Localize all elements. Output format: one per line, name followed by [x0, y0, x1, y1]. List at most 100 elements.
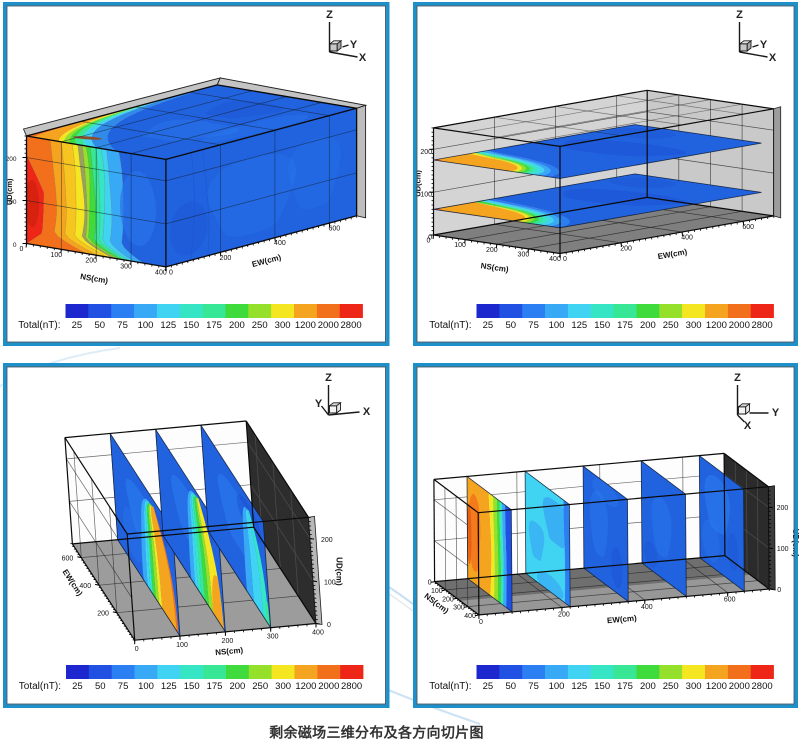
svg-text:25: 25	[72, 681, 83, 692]
svg-text:Z: Z	[736, 9, 743, 21]
svg-text:300: 300	[686, 681, 702, 692]
svg-text:Y: Y	[760, 39, 768, 51]
svg-text:UD(cm): UD(cm)	[5, 178, 14, 205]
svg-text:25: 25	[483, 320, 494, 331]
svg-text:75: 75	[528, 681, 539, 692]
svg-text:0: 0	[428, 580, 432, 587]
svg-text:200: 200	[486, 247, 498, 254]
svg-text:Total(nT):: Total(nT):	[18, 320, 60, 331]
svg-text:250: 250	[252, 320, 268, 331]
svg-text:2000: 2000	[318, 681, 339, 692]
svg-text:100: 100	[454, 242, 466, 249]
svg-text:150: 150	[594, 320, 610, 331]
svg-text:300: 300	[453, 605, 465, 612]
svg-text:2000: 2000	[729, 320, 750, 331]
svg-text:100: 100	[420, 192, 432, 199]
svg-text:125: 125	[571, 681, 587, 692]
svg-text:150: 150	[183, 320, 199, 331]
svg-text:300: 300	[267, 634, 279, 641]
svg-text:EW(cm): EW(cm)	[607, 614, 638, 626]
svg-text:100: 100	[549, 681, 565, 692]
svg-text:200: 200	[6, 156, 17, 163]
svg-text:175: 175	[206, 320, 222, 331]
svg-text:200: 200	[620, 245, 632, 252]
svg-text:125: 125	[161, 681, 177, 692]
svg-text:200: 200	[640, 681, 656, 692]
svg-text:200: 200	[229, 681, 245, 692]
svg-text:400: 400	[549, 256, 561, 263]
svg-text:2800: 2800	[341, 681, 362, 692]
svg-text:X: X	[744, 420, 752, 432]
svg-text:2000: 2000	[318, 320, 339, 331]
svg-text:X: X	[359, 52, 367, 64]
svg-text:0: 0	[327, 622, 331, 629]
svg-text:Y: Y	[772, 407, 780, 419]
svg-text:600: 600	[62, 556, 74, 563]
svg-text:X: X	[363, 406, 371, 418]
svg-text:Total(nT):: Total(nT):	[429, 320, 471, 331]
svg-text:250: 250	[252, 681, 268, 692]
svg-text:400: 400	[79, 583, 91, 590]
svg-text:Z: Z	[734, 372, 741, 384]
svg-text:NS(cm): NS(cm)	[215, 646, 244, 658]
svg-text:175: 175	[617, 681, 633, 692]
svg-text:0: 0	[13, 242, 17, 249]
svg-text:2800: 2800	[752, 681, 773, 692]
svg-text:400: 400	[312, 630, 324, 637]
svg-text:0: 0	[20, 246, 24, 253]
svg-text:100: 100	[6, 199, 17, 206]
svg-text:200: 200	[442, 596, 454, 603]
svg-text:600: 600	[328, 226, 340, 233]
svg-text:75: 75	[528, 320, 539, 331]
svg-text:200: 200	[85, 258, 97, 265]
svg-text:UD(cm): UD(cm)	[414, 170, 423, 197]
svg-text:125: 125	[160, 320, 176, 331]
svg-text:75: 75	[118, 681, 129, 692]
svg-text:400: 400	[155, 269, 167, 276]
svg-text:Total(nT):: Total(nT):	[19, 681, 61, 692]
svg-text:125: 125	[571, 320, 587, 331]
svg-text:Z: Z	[325, 372, 332, 384]
svg-text:Y: Y	[350, 39, 358, 51]
svg-text:0: 0	[479, 619, 483, 626]
svg-text:250: 250	[663, 681, 679, 692]
svg-text:25: 25	[72, 320, 83, 331]
svg-text:50: 50	[506, 681, 517, 692]
svg-text:600: 600	[742, 224, 754, 231]
svg-text:25: 25	[483, 681, 494, 692]
svg-text:100: 100	[549, 320, 565, 331]
svg-text:600: 600	[724, 597, 736, 604]
svg-text:100: 100	[777, 546, 789, 553]
svg-text:Y: Y	[315, 398, 323, 410]
svg-text:75: 75	[117, 320, 128, 331]
svg-text:100: 100	[50, 252, 62, 259]
svg-text:200: 200	[222, 638, 234, 645]
svg-text:100: 100	[176, 642, 188, 649]
svg-text:175: 175	[207, 681, 223, 692]
svg-text:300: 300	[686, 320, 702, 331]
svg-text:50: 50	[506, 320, 517, 331]
svg-text:175: 175	[617, 320, 633, 331]
svg-text:100: 100	[431, 588, 443, 595]
svg-text:150: 150	[184, 681, 200, 692]
svg-text:1200: 1200	[295, 681, 316, 692]
svg-text:0: 0	[563, 256, 567, 263]
svg-text:0: 0	[428, 235, 432, 242]
svg-text:1200: 1200	[706, 681, 727, 692]
svg-text:剩余磁场三维分布及各方向切片图: 剩余磁场三维分布及各方向切片图	[269, 725, 484, 741]
svg-text:300: 300	[275, 681, 291, 692]
svg-text:200: 200	[640, 320, 656, 331]
svg-text:400: 400	[464, 613, 476, 620]
svg-text:1200: 1200	[295, 320, 316, 331]
svg-text:1200: 1200	[706, 320, 727, 331]
svg-text:UD(cm): UD(cm)	[334, 557, 343, 586]
svg-text:100: 100	[138, 320, 154, 331]
svg-text:100: 100	[138, 681, 154, 692]
svg-text:2800: 2800	[752, 320, 773, 331]
svg-text:300: 300	[275, 320, 291, 331]
svg-text:0: 0	[135, 646, 139, 653]
svg-text:400: 400	[274, 240, 286, 247]
svg-text:X: X	[769, 52, 777, 64]
svg-text:200: 200	[777, 505, 789, 512]
svg-text:100: 100	[324, 580, 336, 587]
